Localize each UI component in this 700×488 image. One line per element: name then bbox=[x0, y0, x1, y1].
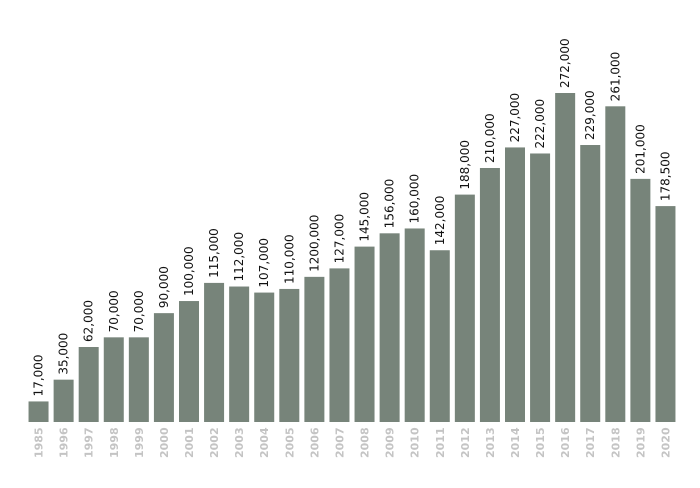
value-label: 222,000 bbox=[533, 99, 547, 149]
bar bbox=[580, 145, 601, 422]
value-label: 227,000 bbox=[508, 93, 522, 143]
value-label: 178,500 bbox=[658, 151, 672, 201]
x-tick-label: 2002 bbox=[208, 427, 221, 458]
bar bbox=[153, 313, 174, 422]
bar bbox=[103, 337, 124, 422]
x-tick-label: 2020 bbox=[659, 427, 672, 458]
bar bbox=[179, 301, 199, 422]
x-tick-label: 1999 bbox=[133, 427, 146, 458]
x-tick-label: 2016 bbox=[559, 427, 572, 458]
bar bbox=[379, 233, 400, 422]
value-label: 115,000 bbox=[207, 228, 221, 278]
value-label: 17,000 bbox=[32, 354, 46, 396]
value-label: 261,000 bbox=[608, 52, 622, 102]
value-label: 142,000 bbox=[433, 196, 447, 246]
x-tick-label: 2014 bbox=[509, 427, 522, 458]
x-tick-label: 2003 bbox=[233, 427, 246, 458]
x-tick-label: 2001 bbox=[183, 427, 196, 458]
value-label: 110,000 bbox=[282, 234, 296, 284]
bar bbox=[655, 206, 676, 422]
x-tick-label: 1997 bbox=[83, 427, 96, 458]
bar bbox=[630, 178, 651, 422]
bar bbox=[204, 282, 225, 422]
x-tick-label: 2007 bbox=[333, 427, 346, 458]
value-label: 127,000 bbox=[332, 214, 346, 264]
x-tick-label: 2010 bbox=[409, 427, 422, 458]
bar bbox=[128, 337, 149, 422]
bar bbox=[454, 194, 475, 422]
bar bbox=[304, 276, 325, 422]
value-label: 272,000 bbox=[558, 38, 572, 88]
x-tick-label: 1985 bbox=[33, 427, 46, 458]
value-label: 100,000 bbox=[182, 246, 196, 296]
value-label: 107,000 bbox=[257, 238, 271, 288]
x-tick-label: 2006 bbox=[308, 427, 321, 458]
value-label: 210,000 bbox=[483, 113, 497, 163]
value-label: 145,000 bbox=[358, 192, 372, 242]
bar bbox=[329, 268, 350, 422]
value-label: 1200,000 bbox=[307, 215, 321, 272]
x-tick-label: 2013 bbox=[484, 427, 497, 458]
bar bbox=[28, 401, 49, 422]
value-label: 160,000 bbox=[408, 174, 422, 224]
value-label: 62,000 bbox=[82, 300, 96, 342]
x-tick-label: 2012 bbox=[459, 427, 472, 458]
value-label: 201,000 bbox=[633, 124, 647, 174]
bar bbox=[429, 250, 450, 422]
x-tick-label: 2011 bbox=[434, 427, 447, 458]
bar bbox=[404, 228, 425, 422]
bar bbox=[229, 286, 250, 422]
value-label: 35,000 bbox=[57, 333, 71, 375]
x-tick-label: 2008 bbox=[359, 427, 372, 458]
value-label: 188,000 bbox=[458, 140, 472, 190]
bar bbox=[354, 246, 375, 422]
bar bbox=[605, 106, 626, 422]
value-label: 70,000 bbox=[107, 290, 121, 332]
bar bbox=[505, 147, 525, 422]
x-tick-label: 1998 bbox=[108, 427, 121, 458]
x-tick-label: 2004 bbox=[258, 427, 271, 458]
bar bbox=[78, 347, 99, 422]
x-tick-label: 2018 bbox=[609, 427, 622, 458]
x-tick-label: 2015 bbox=[534, 427, 547, 458]
x-tick-label: 2019 bbox=[634, 427, 647, 458]
value-label: 112,000 bbox=[232, 232, 246, 282]
x-tick-label: 2017 bbox=[584, 427, 597, 458]
bar bbox=[530, 153, 551, 422]
bar bbox=[479, 167, 500, 422]
x-tick-label: 2000 bbox=[158, 427, 171, 458]
x-tick-label: 2009 bbox=[384, 427, 397, 458]
bar bbox=[555, 93, 576, 422]
value-label: 90,000 bbox=[157, 266, 171, 308]
x-tick-label: 2005 bbox=[283, 427, 296, 458]
value-label: 229,000 bbox=[583, 90, 597, 140]
bar bbox=[279, 288, 300, 422]
value-label: 156,000 bbox=[383, 179, 397, 229]
bar bbox=[254, 292, 275, 422]
x-tick-label: 1996 bbox=[58, 427, 71, 458]
bar bbox=[53, 379, 74, 422]
value-label: 70,000 bbox=[132, 290, 146, 332]
